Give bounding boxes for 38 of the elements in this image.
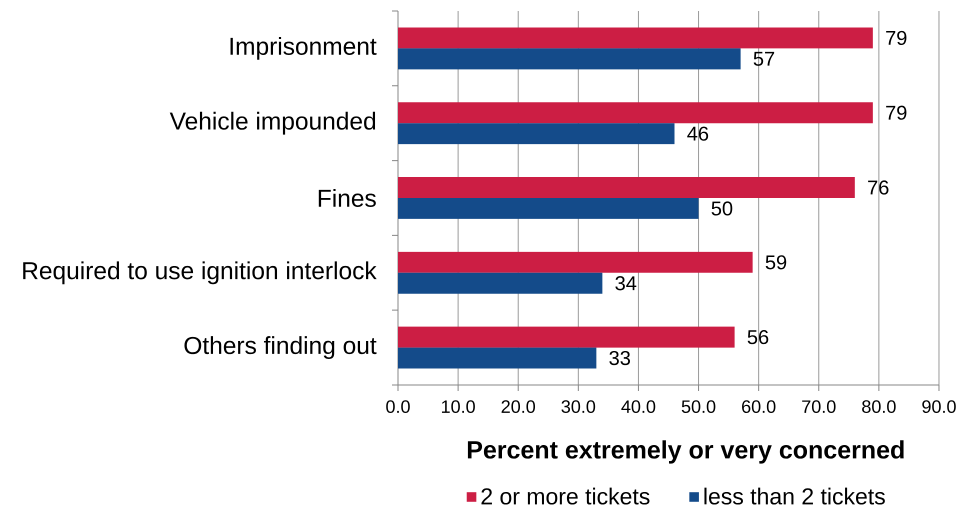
x-tick-label: 60.0 [742, 400, 776, 414]
y-tick-label: Others finding out [184, 336, 377, 360]
bar [398, 198, 699, 220]
data-label: 56 [748, 330, 768, 344]
bar [398, 177, 855, 198]
y-tick-label: Vehicle impounded [170, 112, 376, 135]
x-tick-label: 70.0 [802, 400, 836, 414]
bar [398, 48, 741, 70]
x-tick-label: 10.0 [442, 400, 475, 414]
bar [398, 252, 753, 273]
y-tick-label: Imprisonment [230, 37, 377, 60]
data-label: 50 [712, 202, 732, 216]
bar [398, 272, 602, 294]
y-tick-label: Required to use ignition interlock [23, 262, 377, 284]
bar [398, 326, 735, 348]
legend-label: 2 or more tickets [481, 488, 650, 505]
bar [398, 28, 873, 49]
x-tick-label: 50.0 [682, 400, 716, 414]
legend-label: less than 2 tickets [704, 488, 885, 505]
x-tick-label: 40.0 [621, 400, 656, 414]
data-label: 79 [886, 31, 906, 46]
x-tick-label: 30.0 [562, 400, 596, 414]
x-axis-title: Percent extremely or very concerned [468, 440, 904, 464]
data-label: 59 [766, 255, 786, 270]
data-label: 57 [754, 52, 774, 66]
y-tick-label: Fines [318, 189, 376, 208]
bar [398, 102, 873, 124]
x-tick-label: 20.0 [502, 400, 536, 414]
data-label: 33 [609, 351, 630, 366]
data-label: 34 [615, 276, 636, 291]
bar [398, 348, 596, 369]
x-tick-label: 0.0 [386, 400, 410, 414]
data-label: 79 [886, 106, 906, 120]
x-tick-label: 80.0 [862, 400, 896, 414]
data-label: 46 [687, 126, 708, 141]
data-label: 76 [868, 180, 888, 195]
x-tick-label: 90.0 [922, 400, 956, 414]
bar [398, 123, 674, 144]
